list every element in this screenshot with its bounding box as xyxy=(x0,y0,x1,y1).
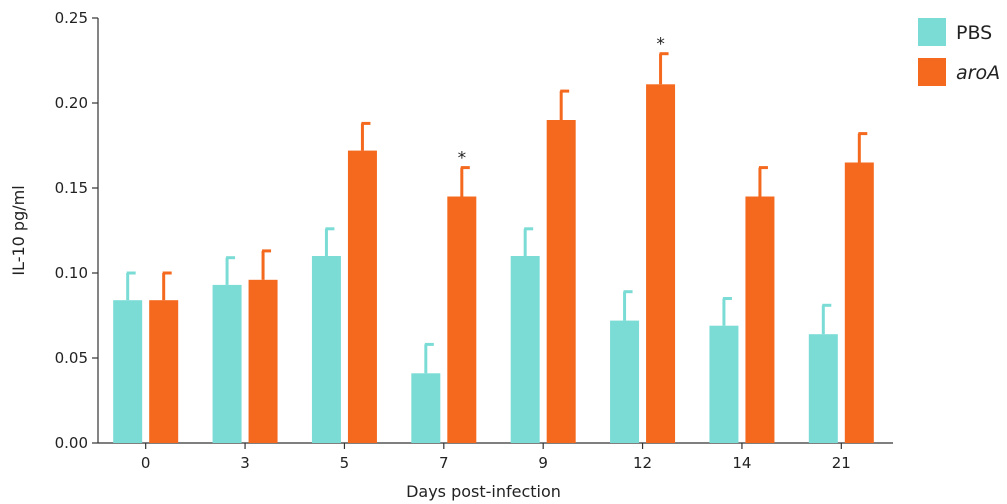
bar-pbs-day-12 xyxy=(610,320,640,443)
bar-aroa-day-5 xyxy=(347,150,377,443)
bar-aroa-day-7 xyxy=(447,196,477,443)
x-tick-label: 0 xyxy=(141,454,151,472)
bar-aroa-day-21 xyxy=(844,162,874,443)
x-tick-label: 7 xyxy=(439,454,449,472)
y-tick-label: 0.20 xyxy=(55,94,88,112)
bar-pbs-day-21 xyxy=(808,334,838,443)
bar-pbs-day-14 xyxy=(709,325,739,443)
y-tick-label: 0.15 xyxy=(55,179,88,197)
x-tick-label: 3 xyxy=(240,454,250,472)
y-axis: 0.00 0.05 0.10 0.15 0.20 0.25 xyxy=(55,9,99,452)
bar-aroa-day-12 xyxy=(646,84,676,444)
bar-aroa-day-14 xyxy=(745,196,775,443)
legend-swatch-aroa xyxy=(918,58,946,86)
x-tick-label: 5 xyxy=(340,454,350,472)
significance-marker: * xyxy=(656,35,665,55)
y-axis-title: IL-10 pg/ml xyxy=(9,185,28,275)
x-tick-label: 9 xyxy=(538,454,548,472)
significance-marker: * xyxy=(458,149,467,169)
bar-pbs-day-5 xyxy=(311,256,341,443)
x-tick-label: 12 xyxy=(633,454,652,472)
bar-pbs-day-7 xyxy=(411,373,441,443)
legend-label-pbs: PBS xyxy=(956,22,992,44)
legend-label-aroa: aroA xyxy=(956,62,1000,84)
x-tick-label: 21 xyxy=(832,454,851,472)
y-tick-label: 0.10 xyxy=(55,264,88,282)
bar-aroa-day-0 xyxy=(149,300,179,443)
x-tick-label: 14 xyxy=(732,454,751,472)
x-axis: 0 3 5 7 9 12 14 21 xyxy=(98,442,893,472)
bars: ** xyxy=(113,35,874,444)
x-axis-title: Days post-infection xyxy=(406,482,561,501)
bar-pbs-day-3 xyxy=(212,284,242,443)
y-tick-label: 0.25 xyxy=(55,9,88,27)
legend-swatch-pbs xyxy=(918,18,946,46)
bar-aroa-day-3 xyxy=(248,279,278,443)
bar-pbs-day-0 xyxy=(113,300,143,443)
y-tick-label: 0.05 xyxy=(55,349,88,367)
bar-pbs-day-9 xyxy=(510,256,540,443)
legend: PBS aroA xyxy=(918,18,1000,86)
bar-aroa-day-9 xyxy=(546,120,576,443)
y-tick-label: 0.00 xyxy=(55,434,88,452)
